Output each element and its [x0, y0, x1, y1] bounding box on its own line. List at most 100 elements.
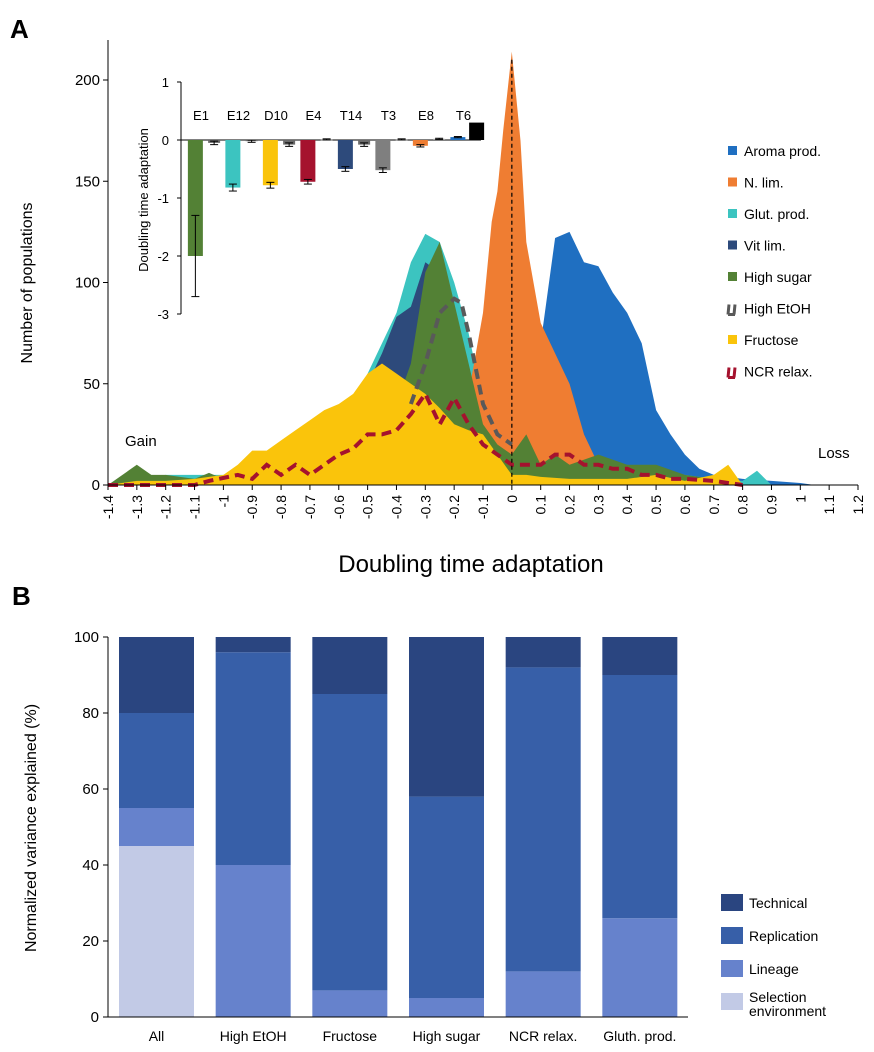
inset-y-tick-label: -2 — [157, 249, 169, 264]
legend-label: environment — [749, 1003, 826, 1019]
legend-swatch — [721, 993, 743, 1010]
panel-b: B All High EtOH Fructose High sugar NCR rela… — [12, 581, 826, 1044]
legend-swatch — [726, 367, 737, 379]
x-tick-label: -1.2 — [158, 495, 174, 519]
gain-annotation: Gain — [125, 433, 157, 450]
legend-label: Glut. prod. — [744, 206, 809, 222]
category-label: Gluth. prod. — [603, 1028, 676, 1044]
inset-category-label: T6 — [456, 108, 471, 123]
x-tick-label: -1.4 — [100, 495, 116, 519]
bar-segment-replication — [119, 713, 194, 808]
legend-swatch — [728, 146, 737, 155]
inset-bar — [469, 122, 485, 140]
y-tick-label: 200 — [75, 72, 100, 89]
bar-segment-selection-environment — [119, 846, 194, 1017]
bar-segment-technical — [119, 637, 194, 713]
x-tick-label: -0.2 — [446, 495, 462, 519]
legend-swatch — [726, 304, 737, 316]
inset-category-label: E12 — [227, 108, 250, 123]
x-tick-label: 0.7 — [706, 495, 722, 515]
stacked-y-tick-label: 40 — [82, 857, 99, 874]
legend-label: Fructose — [744, 332, 799, 348]
x-tick-label: -0.3 — [417, 495, 433, 519]
inset-bar-chart: Doubling time adaptation 1 0 -1 -2 -3 E1 E12 D1… — [136, 75, 485, 322]
inset-bar — [300, 140, 316, 182]
bar-segment-lineage — [409, 998, 484, 1017]
legend-swatch — [728, 240, 737, 250]
category-label: All — [149, 1028, 165, 1044]
category-label: High EtOH — [220, 1028, 287, 1044]
inset-bar — [375, 140, 391, 171]
legend-swatch — [728, 177, 737, 187]
legend-swatch — [728, 272, 737, 281]
inset-category-label: E8 — [418, 108, 434, 123]
legend-label: Technical — [749, 895, 807, 911]
x-tick-label: 0 — [504, 495, 520, 503]
category-label: Fructose — [323, 1028, 378, 1044]
inset-y-tick-label: -3 — [157, 307, 169, 322]
stacked-y-tick-label: 0 — [91, 1009, 99, 1026]
stacked-y-axis-label: Normalized variance explained (%) — [23, 704, 40, 952]
category-label: High sugar — [413, 1028, 481, 1044]
bar-segment-technical — [409, 637, 484, 797]
legend-swatch — [728, 209, 737, 218]
x-tick-label: -0.4 — [388, 495, 404, 519]
inset-category-label: E1 — [193, 108, 209, 123]
x-tick-label: -0.9 — [244, 495, 260, 519]
bar-segment-lineage — [505, 971, 581, 1017]
y-tick-label: 100 — [75, 275, 100, 292]
bar-segment-lineage — [312, 990, 388, 1017]
inset-category-label: D10 — [264, 108, 288, 123]
legend-label: Aroma prod. — [744, 143, 821, 159]
stacked-bar-axes: All High EtOH Fructose High sugar NCR relax.… — [74, 629, 688, 1044]
legend-label: N. lim. — [744, 175, 784, 191]
stacked-y-tick-label: 20 — [82, 933, 99, 950]
bar-segment-lineage — [119, 808, 194, 846]
legend-label: High EtOH — [744, 301, 811, 317]
bar-segment-technical — [215, 637, 291, 653]
x-tick-label: -0.6 — [331, 495, 347, 519]
panel-a-letter: A — [10, 14, 29, 44]
bar-segment-lineage — [215, 865, 291, 1017]
x-tick-label: -0.5 — [360, 495, 376, 519]
x-axis-label: Doubling time adaptation — [338, 551, 604, 578]
inset-y-tick-label: 1 — [162, 75, 169, 90]
inset-bar — [358, 140, 371, 145]
inset-bar — [225, 140, 241, 188]
x-tick-label: 0.3 — [590, 495, 606, 515]
legend-label: Lineage — [749, 961, 799, 977]
inset-bar — [412, 140, 428, 146]
stacked-y-tick-label: 60 — [82, 781, 99, 798]
line-ncr-relax — [108, 389, 743, 487]
histogram-areas — [108, 51, 815, 487]
bar-segment-replication — [215, 652, 291, 865]
x-tick-label: 1 — [792, 495, 808, 503]
x-tick-label: -1 — [215, 495, 231, 508]
x-tick-label: -1.3 — [129, 495, 145, 519]
stacked-bars — [119, 637, 678, 1017]
x-tick-label: 0.5 — [648, 495, 664, 515]
bar-segment-replication — [602, 675, 678, 919]
inset-category-label: T3 — [381, 108, 396, 123]
legend-label: Selection — [749, 989, 807, 1005]
y-axis-label: Number of populations — [19, 203, 36, 364]
legend-label: High sugar — [744, 269, 812, 285]
legend-swatch — [721, 960, 743, 977]
legend-swatch — [721, 894, 743, 911]
bar-segment-replication — [409, 796, 484, 998]
inset-bar — [283, 140, 296, 145]
inset-bar — [262, 140, 278, 186]
x-tick-label: 0.1 — [533, 495, 549, 515]
legend-label: NCR relax. — [744, 364, 812, 380]
bar-segment-lineage — [602, 918, 678, 1017]
inset-category-label: E4 — [306, 108, 322, 123]
stacked-bar-legend: Technical Replication Lineage Selectionenvi… — [721, 894, 826, 1019]
inset-category-label: T14 — [340, 108, 362, 123]
x-tick-label: 1.2 — [850, 495, 866, 515]
x-tick-label: 1.1 — [821, 495, 837, 515]
y-tick-label: 50 — [83, 376, 100, 393]
legend-label: Replication — [749, 928, 818, 944]
